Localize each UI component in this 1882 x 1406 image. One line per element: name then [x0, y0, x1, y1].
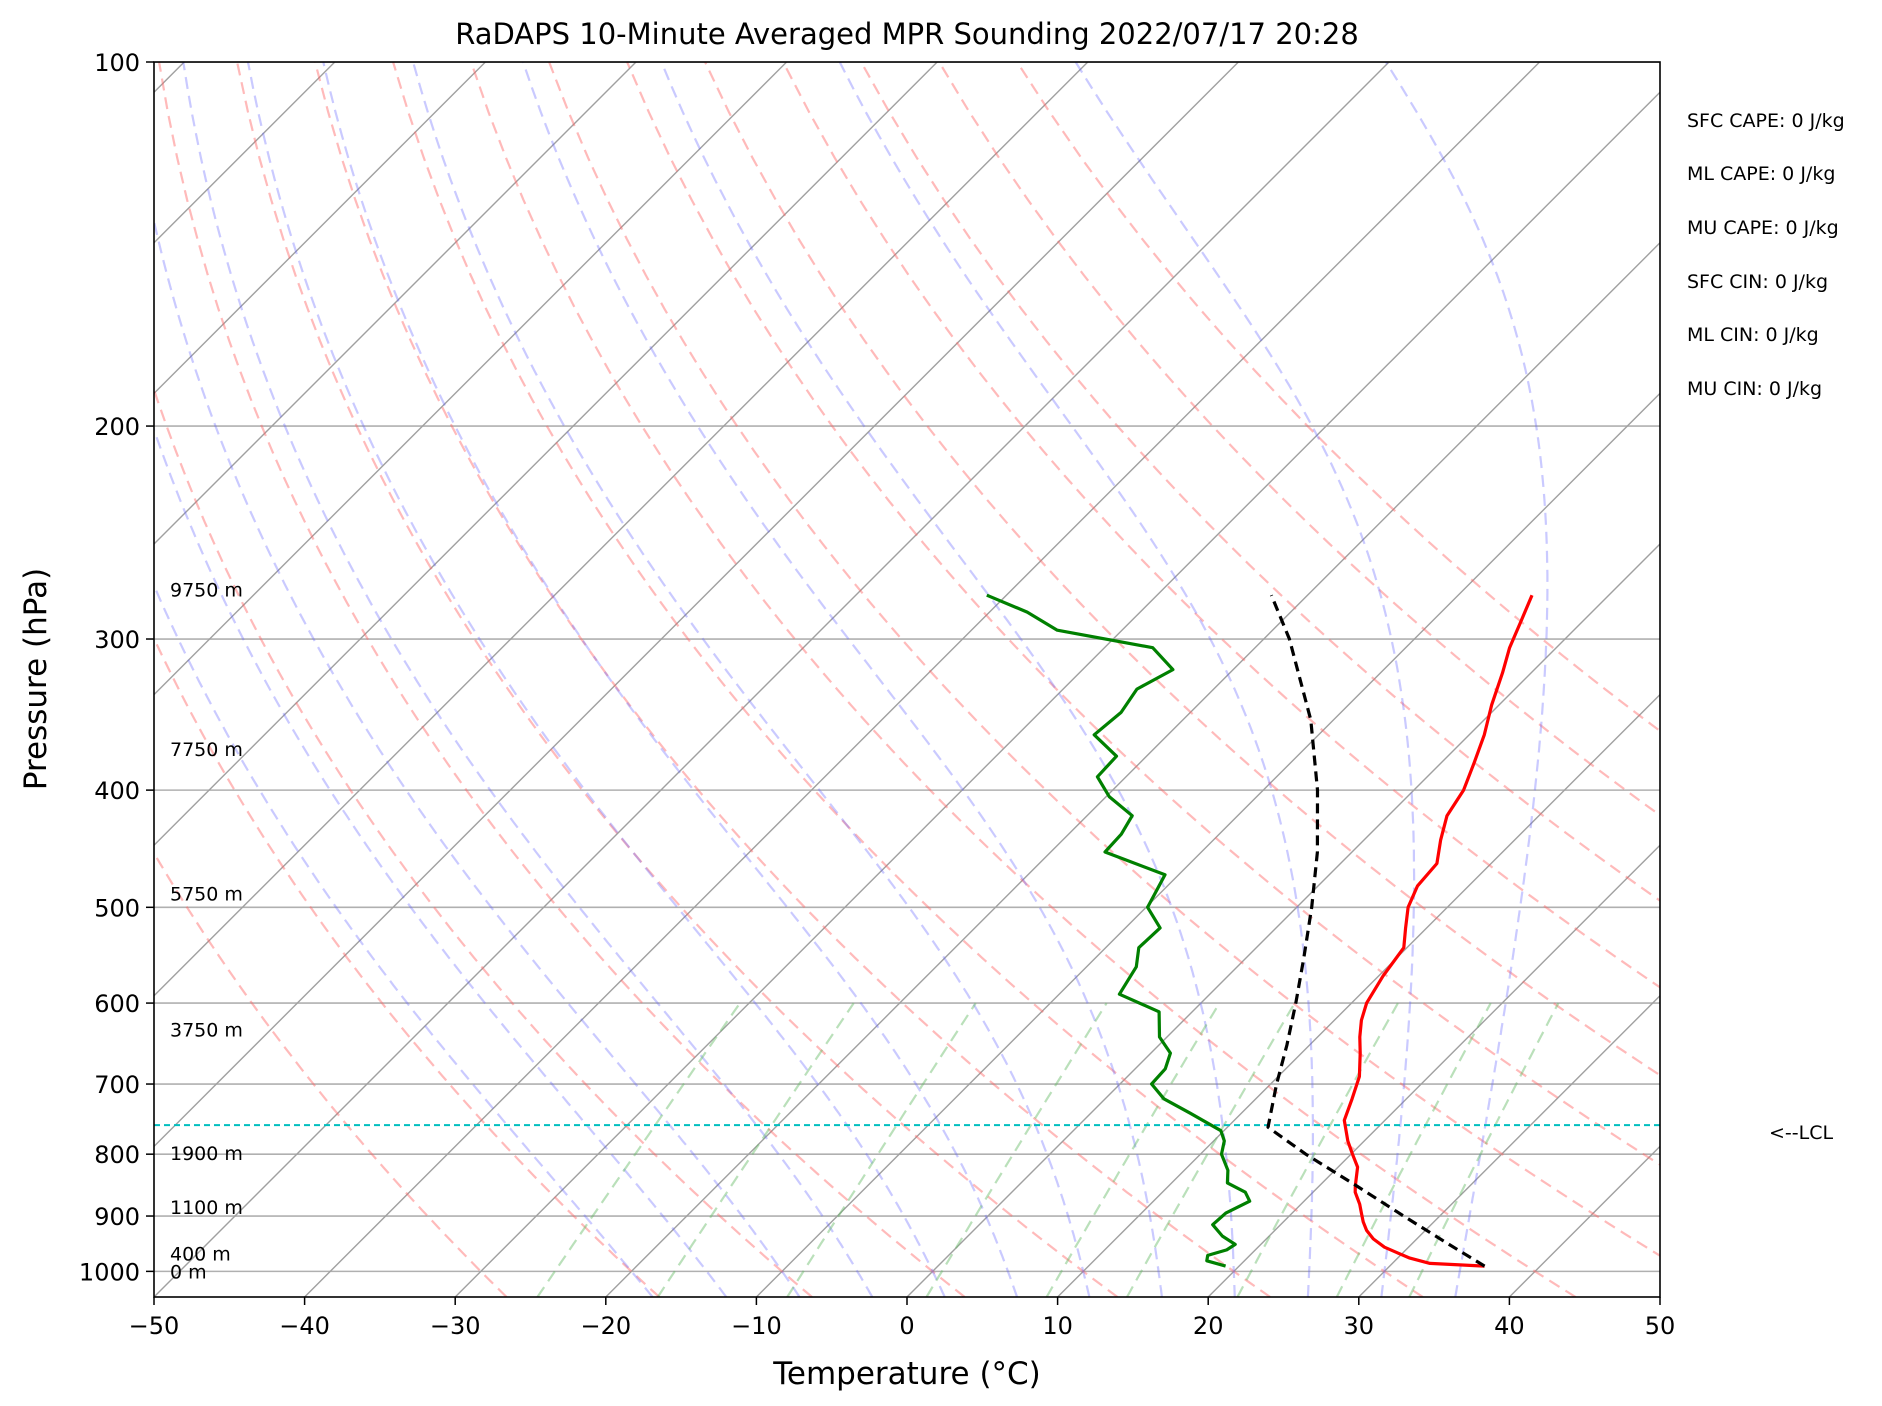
height-label: 3750 m — [170, 1020, 243, 1042]
dry-adiabat-line — [548, 62, 1660, 1258]
y-axis-label: Pressure (hPa) — [18, 568, 54, 790]
isotherm-line — [154, 62, 1390, 1297]
dry-adiabat-line — [1016, 62, 1660, 733]
dry-adiabat-line — [626, 62, 1660, 1166]
moist-adiabat-line — [322, 62, 1019, 1297]
stat-ml-cape: ML CAPE: 0 J/kg — [1687, 163, 1836, 185]
y-tick-label: 500 — [94, 894, 140, 922]
isotherm-line — [755, 392, 1660, 1297]
isotherm-line — [454, 91, 1660, 1297]
x-tick-label: 20 — [1193, 1312, 1224, 1340]
stat-sfc-cape: SFC CAPE: 0 J/kg — [1687, 110, 1845, 132]
x-tick-label: 10 — [1042, 1312, 1073, 1340]
x-tick-label: −40 — [279, 1312, 330, 1340]
mixing-ratio-line — [656, 1002, 855, 1297]
isotherm-line — [1207, 844, 1660, 1297]
dry-adiabat-line — [158, 62, 966, 1297]
y-tick-label: 900 — [94, 1203, 140, 1231]
x-tick-label: −30 — [430, 1312, 481, 1340]
height-label: 1100 m — [170, 1197, 243, 1219]
x-tick-label: −20 — [580, 1312, 631, 1340]
dry-adiabat-line — [314, 62, 1271, 1297]
stat-ml-cin: ML CIN: 0 J/kg — [1687, 324, 1819, 346]
moist-adiabat-line — [1384, 62, 1549, 1297]
x-axis-label: Temperature (°C) — [772, 1356, 1041, 1392]
isotherm-line — [154, 62, 1239, 1148]
height-label: 400 m — [170, 1244, 231, 1266]
mixing-ratio-line — [925, 1002, 1108, 1297]
x-tick-label: 50 — [1645, 1312, 1676, 1340]
chart-title: RaDAPS 10-Minute Averaged MPR Sounding 2… — [455, 17, 1359, 51]
x-tick-label: −10 — [731, 1312, 782, 1340]
isotherm-line — [605, 241, 1660, 1297]
dry-adiabat-line — [704, 62, 1660, 1077]
height-label: 9750 m — [170, 579, 243, 601]
dry-adiabat-line — [470, 62, 1577, 1297]
isotherm-line — [1358, 994, 1660, 1297]
y-tick-label: 200 — [94, 413, 140, 441]
mixing-ratio-line — [1408, 1002, 1560, 1297]
moist-adiabat-line — [1074, 62, 1416, 1297]
isotherm-line — [154, 62, 788, 696]
mixing-ratio-line — [1335, 1002, 1492, 1297]
y-tick-label: 700 — [94, 1071, 140, 1099]
stat-sfc-cin: SFC CIN: 0 J/kg — [1687, 271, 1829, 293]
isotherm-line — [1659, 1296, 1660, 1297]
x-tick-label: 40 — [1494, 1312, 1525, 1340]
moist-adiabat-line — [154, 216, 801, 1297]
y-tick-label: 1000 — [79, 1258, 140, 1286]
moist-adiabat-line — [246, 62, 946, 1297]
dry-adiabat-line — [236, 62, 1119, 1297]
isotherm-line — [154, 62, 637, 545]
height-label: 7750 m — [170, 739, 243, 761]
height-label: 0 m — [170, 1261, 207, 1283]
isotherm-line — [304, 62, 1541, 1297]
x-tick-label: 0 — [899, 1312, 914, 1340]
x-tick-label: −50 — [129, 1312, 180, 1340]
mixing-ratio-line — [786, 1002, 977, 1297]
dry-adiabat-line — [154, 386, 813, 1297]
y-tick-label: 100 — [94, 49, 140, 77]
height-label: 1900 m — [170, 1143, 243, 1165]
height-label: 5750 m — [170, 883, 243, 905]
moist-adiabat-line — [838, 62, 1315, 1297]
dry-adiabat-line — [154, 851, 508, 1297]
dry-adiabat-line — [782, 62, 1660, 989]
x-tick-label: 30 — [1344, 1312, 1375, 1340]
moist-adiabat-line — [182, 62, 874, 1297]
dry-adiabat-line — [154, 635, 661, 1297]
dry-adiabat-line — [392, 62, 1424, 1297]
isotherm-line — [906, 543, 1660, 1297]
moist-adiabat-line — [412, 62, 1091, 1297]
plot-frame — [153, 61, 1661, 1298]
stat-mu-cape: MU CAPE: 0 J/kg — [1687, 217, 1839, 239]
temperature-profile-line — [1342, 594, 1534, 1268]
moist-adiabat-line — [522, 62, 1163, 1297]
dry-adiabat-line — [938, 62, 1660, 817]
y-tick-label: 800 — [94, 1141, 140, 1169]
isotherm-line — [1057, 693, 1660, 1297]
isotherm-line — [154, 62, 938, 847]
stat-mu-cin: MU CIN: 0 J/kg — [1687, 378, 1823, 400]
y-tick-label: 300 — [94, 626, 140, 654]
dry-adiabat-line — [860, 62, 1660, 903]
isotherm-line — [154, 62, 1089, 997]
y-tick-label: 400 — [94, 777, 140, 805]
mixing-ratio-line — [536, 1002, 741, 1297]
mixing-ratio-line — [1126, 1002, 1296, 1297]
lcl-label: <--LCL — [1769, 1122, 1834, 1144]
isotherm-line — [1508, 1145, 1660, 1297]
y-tick-label: 600 — [94, 990, 140, 1018]
isotherm-line — [154, 62, 486, 395]
dewpoint-profile-line — [986, 593, 1252, 1268]
mixing-ratio-line — [1236, 1002, 1399, 1297]
moist-adiabat-line — [154, 426, 728, 1297]
mixing-ratio-line — [1045, 1002, 1221, 1297]
